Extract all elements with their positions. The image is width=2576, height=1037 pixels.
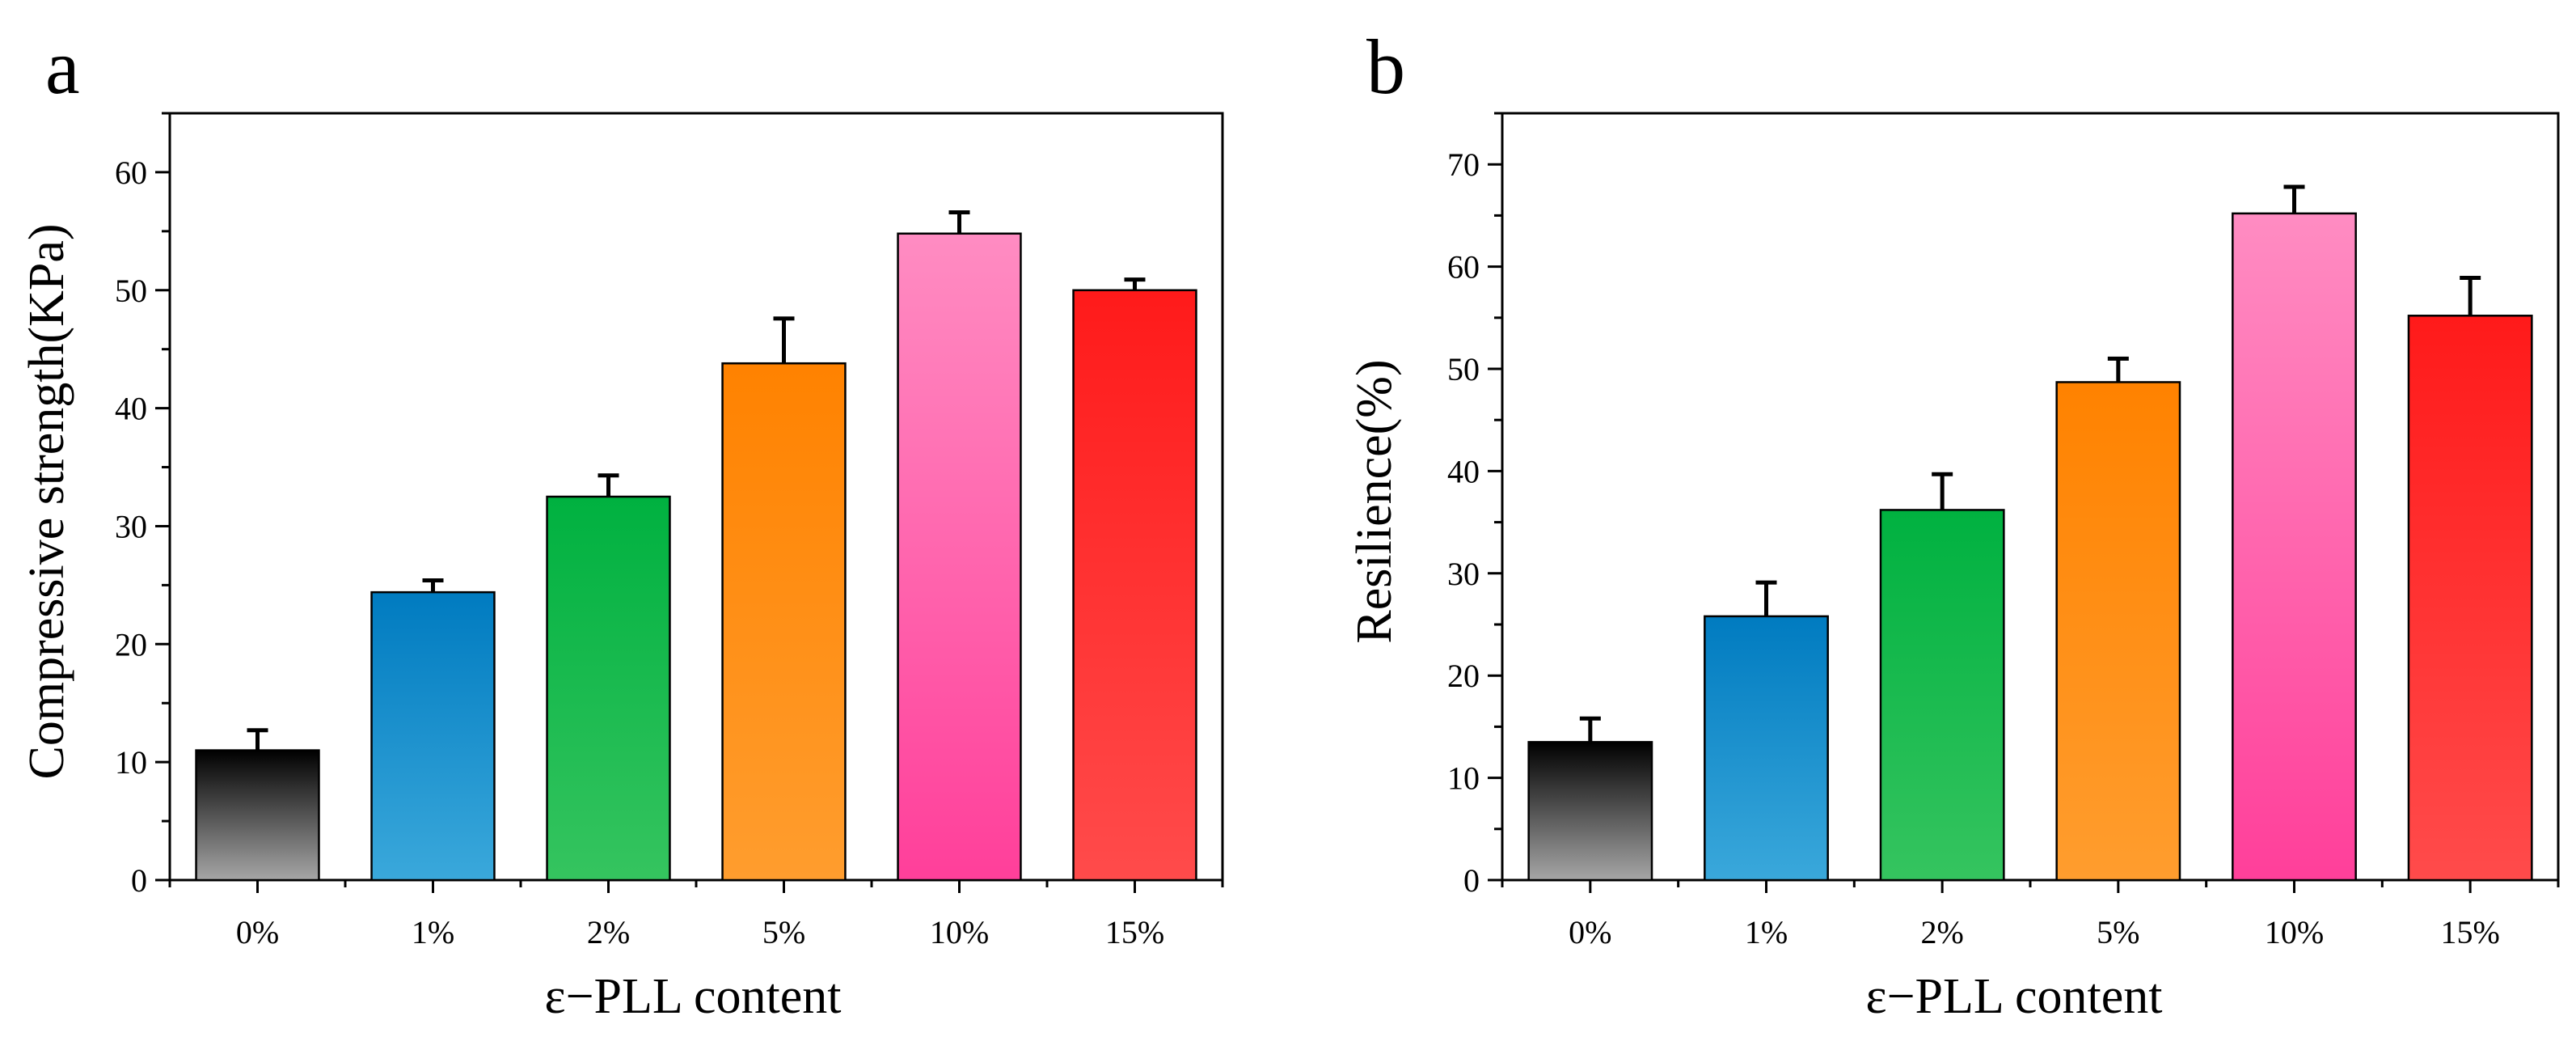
panel-a-x-tick-label-10%: 10%	[930, 914, 989, 950]
panel-a-plot-frame	[168, 112, 1224, 882]
panel-b-bar-0%	[1527, 741, 1653, 882]
panel-b-bar-15%	[2407, 315, 2533, 882]
panel-a-y-tick-label: 0	[131, 862, 147, 899]
panel-b-x-tick-label-15%: 15%	[2441, 914, 2500, 950]
panel-b-plot-frame	[1501, 112, 2560, 882]
panel-a-y-tick-label: 20	[115, 626, 147, 662]
panel-b-x-tick-label-5%: 5%	[2097, 914, 2139, 950]
panel-b-x-tick-label-2%: 2%	[1921, 914, 1964, 950]
panel-b-bar-1%	[1704, 615, 1829, 882]
panel-b-y-tick-label: 70	[1447, 146, 1480, 183]
panel-b-y-tick-label: 60	[1447, 249, 1480, 286]
panel-b-bar-2%	[1879, 509, 2005, 882]
panel-a-x-tick-label-15%: 15%	[1105, 914, 1164, 950]
panel-a-bar-10%	[897, 232, 1022, 882]
panel-b-y-tick-label: 0	[1463, 862, 1480, 899]
panel-b-y-tick-label: 50	[1447, 351, 1480, 387]
panel-a-compressive-strength-chart: a Compressive strength(KPa) ε−PLL conten…	[19, 23, 1224, 1024]
panel-letter-a: a	[45, 23, 80, 110]
panel-a-y-tick-label: 50	[115, 273, 147, 309]
panel-a-bar-2%	[546, 495, 671, 882]
panel-b-x-axis-title: ε−PLL content	[1866, 969, 2163, 1024]
panel-a-bar-15%	[1072, 289, 1197, 882]
panel-b-x-tick-label-1%: 1%	[1745, 914, 1788, 950]
panel-a-y-tick-label: 10	[115, 744, 147, 781]
panel-b-bar-5%	[2055, 381, 2181, 882]
panel-a-x-axis-title: ε−PLL content	[545, 969, 842, 1024]
panel-a-bar-1%	[370, 590, 496, 882]
panel-b-x-tick-label-0%: 0%	[1569, 914, 1611, 950]
panel-b-bar-10%	[2232, 212, 2357, 882]
panel-b-y-tick-label: 20	[1447, 658, 1480, 694]
panel-letter-b: b	[1366, 23, 1405, 110]
panel-b-resilience-chart: b Resilience(%) ε−PLL content 0 10 20 30 40 5…	[1347, 23, 2560, 1024]
panel-a-x-tick-label-0%: 0%	[236, 914, 279, 950]
panel-b-y-tick-label: 30	[1447, 556, 1480, 592]
panel-a-x-tick-label-5%: 5%	[762, 914, 805, 950]
panel-b-y-tick-label: 10	[1447, 760, 1480, 797]
panel-b-x-tick-label-10%: 10%	[2265, 914, 2324, 950]
panel-b-y-tick-label: 40	[1447, 453, 1480, 489]
panel-a-x-tick-label-2%: 2%	[587, 914, 630, 950]
panel-a-x-tick-label-1%: 1%	[412, 914, 454, 950]
panel-a-y-tick-label: 30	[115, 508, 147, 544]
panel-a-y-axis-title: Compressive strength(KPa)	[19, 223, 74, 779]
panel-a-bar-5%	[721, 362, 847, 882]
panel-a-y-tick-label: 60	[115, 154, 147, 191]
panel-b-y-axis-title: Resilience(%)	[1347, 359, 1402, 643]
panel-a-y-tick-label: 40	[115, 391, 147, 427]
panel-a-bar-0%	[195, 749, 320, 882]
